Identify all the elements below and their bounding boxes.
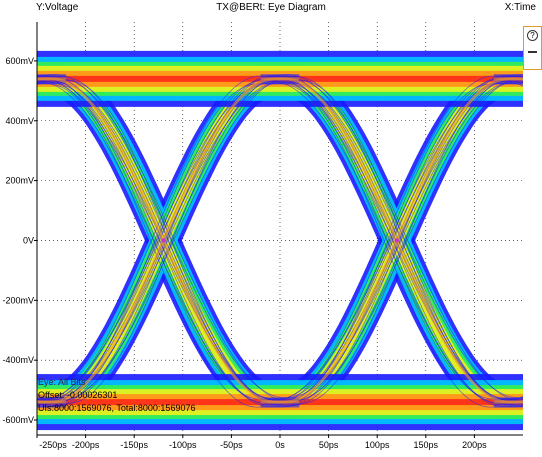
x-tick-label-6: 50ps: [319, 440, 339, 450]
x-tick-label-9: 200ps: [462, 440, 487, 450]
outlier-trace-5-3-down: [493, 79, 523, 81]
outlier-trace-8-3-up: [493, 401, 523, 402]
y-tick-label-1: 400mV: [5, 116, 34, 126]
x-tick-label-0: -250ps: [39, 440, 67, 450]
outlier-trace-10-1-up: [37, 76, 300, 401]
outlier-trace-9-3-up: [493, 396, 523, 401]
outlier-trace-11-1-down: [37, 75, 300, 400]
outlier-trace-4-3-down: [493, 80, 523, 84]
outlier-trace-13-3-up: [493, 397, 523, 399]
outlier-trace-4-3-up: [493, 401, 523, 405]
x-tick-label-1: -200ps: [72, 440, 100, 450]
x-tick-label-2: -150ps: [120, 440, 148, 450]
x-axis-name: X:Time: [504, 2, 536, 13]
outlier-trace-0-3-down: [493, 83, 523, 86]
x-tick-label-8: 150ps: [414, 440, 439, 450]
outlier-trace-2-2-up: [260, 82, 523, 407]
minus-icon[interactable]: [528, 51, 537, 53]
outlier-trace-11-2-down: [260, 75, 523, 400]
x-tick-label-5: 0s: [275, 440, 285, 450]
outlier-trace-13-3-down: [493, 74, 523, 76]
outlier-trace-2-3-up: [493, 405, 523, 407]
outlier-trace-0-3-up: [493, 405, 523, 408]
y-tick-label-6: -600mV: [2, 415, 34, 425]
y-tick-label-2: 200mV: [5, 176, 34, 186]
y-tick-label-0: 600mV: [5, 56, 34, 66]
outlier-trace-2-3-down: [493, 82, 523, 83]
outlier-trace-13-2-down: [260, 74, 523, 399]
outlier-trace-0-1-down: [37, 83, 300, 408]
outlier-trace-10-3-down: [493, 76, 523, 78]
y-tick-label-5: -400mV: [2, 355, 34, 365]
crossing-markers: [161, 238, 399, 243]
outlier-trace-11-3-down: [493, 75, 523, 79]
y-tick-label-3: 0V: [23, 235, 34, 245]
outlier-trace-1-3-down: [493, 82, 523, 84]
outlier-trace-1-3-up: [493, 405, 523, 407]
outlier-trace-9-3-down: [493, 77, 523, 82]
axes: 600mV 400mV 200mV 0V -200mV -400mV -600mV -250p…: [2, 22, 523, 450]
crossing-point-1: [394, 238, 399, 243]
outlier-trace-12-1-up: [37, 74, 300, 399]
ui-count-label: UIs:8000:1569076, Total:8000:1569076: [38, 403, 196, 413]
outlier-trace-3-3-down: [493, 81, 523, 87]
title-bar: Y:Voltage TX@BERt: Eye Diagram X:Time: [0, 0, 542, 18]
outlier-trace-0-2-down: [260, 83, 523, 408]
outlier-trace-11-1-up: [37, 75, 300, 400]
y-tick-label-4: -200mV: [2, 295, 34, 305]
outlier-trace-10-3-up: [493, 399, 523, 401]
eye-bits-label: Eye: All Bits: [38, 377, 86, 387]
outlier-trace-13-1-down: [37, 74, 300, 399]
outlier-trace-10-2-up: [260, 76, 523, 401]
x-tick-label-4: -50ps: [220, 440, 243, 450]
outlier-trace-3-3-up: [493, 400, 523, 406]
outlier-trace-13-1-up: [37, 74, 300, 399]
eye-info-panel: Eye: All Bits Offset: -0.00026301 UIs:80…: [38, 376, 195, 415]
y-axis-name: Y:Voltage: [36, 2, 79, 13]
outlier-trace-11-2-up: [260, 75, 523, 400]
outlier-trace-12-3-up: [493, 397, 523, 399]
zoom-button[interactable]: ?: [527, 30, 538, 41]
chart-title: TX@BERt: Eye Diagram: [216, 2, 326, 13]
crossing-point-0: [161, 238, 166, 243]
outlier-trace-8-3-down: [493, 77, 523, 79]
outlier-trace-5-3-up: [493, 403, 523, 404]
outlier-trace-2-1-up: [37, 82, 300, 407]
outlier-trace-13-2-up: [260, 74, 523, 399]
outlier-trace-12-3-down: [493, 74, 523, 77]
x-tick-label-3: -100ps: [169, 440, 197, 450]
outlier-trace-12-2-up: [260, 74, 523, 399]
x-tick-label-7: 100ps: [365, 440, 390, 450]
outlier-trace-6-3-down: [493, 79, 523, 82]
outlier-trace-11-3-up: [493, 396, 523, 400]
outlier-trace-6-3-up: [493, 401, 523, 404]
side-toolbar: ?: [523, 26, 542, 70]
offset-label: Offset: -0.00026301: [38, 390, 118, 400]
